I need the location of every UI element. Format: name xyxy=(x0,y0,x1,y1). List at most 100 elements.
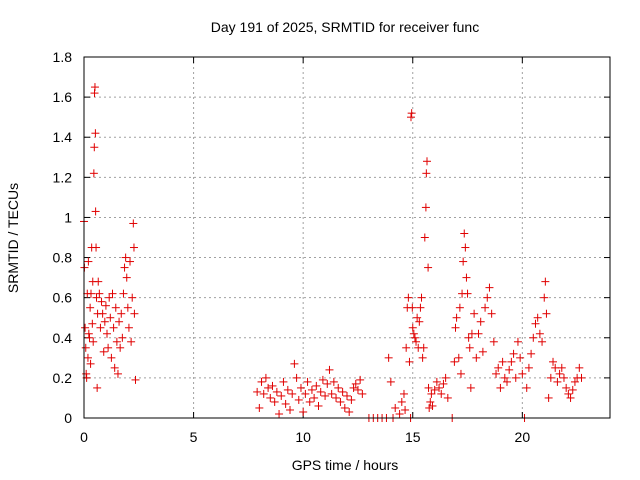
x-tick-label: 15 xyxy=(405,429,421,445)
data-point xyxy=(329,377,338,386)
y-tick-label: 0.4 xyxy=(53,330,73,346)
data-point xyxy=(399,389,408,398)
data-point xyxy=(279,377,288,386)
data-point xyxy=(268,381,277,390)
data-point xyxy=(566,393,575,402)
data-point xyxy=(533,313,542,322)
data-point xyxy=(544,393,553,402)
data-point xyxy=(128,293,137,302)
data-point xyxy=(568,385,577,394)
data-point xyxy=(118,333,127,342)
data-point xyxy=(115,317,124,326)
data-point xyxy=(407,109,416,118)
data-point xyxy=(123,303,132,312)
x-tick-label: 10 xyxy=(295,429,311,445)
data-point xyxy=(509,349,518,358)
data-point xyxy=(463,289,472,298)
data-point xyxy=(334,383,343,392)
data-point xyxy=(96,323,105,332)
data-point xyxy=(466,383,475,392)
data-point xyxy=(89,169,98,178)
data-point xyxy=(301,389,310,398)
data-point xyxy=(283,385,292,394)
data-point xyxy=(310,393,319,402)
data-point xyxy=(527,349,536,358)
data-point xyxy=(81,343,90,352)
data-point xyxy=(420,233,429,242)
data-point xyxy=(108,289,117,298)
data-point xyxy=(417,293,426,302)
data-point xyxy=(483,293,492,302)
data-point xyxy=(386,377,395,386)
data-point xyxy=(505,365,514,374)
data-point xyxy=(343,391,351,400)
data-point xyxy=(516,353,525,362)
data-point xyxy=(117,309,126,318)
data-point xyxy=(332,393,341,402)
data-point xyxy=(358,389,367,398)
data-point xyxy=(93,383,102,392)
y-tick-label: 1 xyxy=(64,209,72,225)
data-point xyxy=(95,289,104,298)
data-point xyxy=(119,289,128,298)
data-point xyxy=(397,397,406,406)
data-point xyxy=(553,377,562,386)
data-point xyxy=(426,397,435,406)
data-point xyxy=(127,337,136,346)
data-point xyxy=(277,391,286,400)
data-point xyxy=(487,309,496,318)
data-point xyxy=(549,357,558,366)
data-point xyxy=(353,385,362,394)
data-point xyxy=(338,387,347,396)
data-point xyxy=(105,293,114,302)
data-point xyxy=(106,313,115,322)
data-point xyxy=(97,297,106,306)
data-point xyxy=(535,329,544,338)
data-point xyxy=(575,363,584,372)
data-point xyxy=(321,391,330,400)
data-point xyxy=(91,207,100,216)
data-point xyxy=(408,323,417,332)
data-point xyxy=(109,323,118,332)
data-point xyxy=(462,273,471,282)
data-point xyxy=(494,363,503,372)
data-point xyxy=(86,359,95,368)
data-point xyxy=(454,353,463,362)
data-point xyxy=(272,387,281,396)
data-point xyxy=(422,157,431,166)
data-point xyxy=(518,369,527,378)
x-tick-label: 0 xyxy=(80,429,88,445)
data-point xyxy=(443,393,452,402)
x-axis-label: GPS time / hours xyxy=(292,457,399,473)
data-point xyxy=(459,257,468,266)
data-point xyxy=(538,337,547,346)
data-point xyxy=(255,403,264,412)
data-point xyxy=(555,369,564,378)
data-point xyxy=(542,309,551,318)
data-point xyxy=(465,343,474,352)
data-point xyxy=(264,383,273,392)
data-point xyxy=(474,329,483,338)
data-point xyxy=(404,293,413,302)
data-point xyxy=(126,257,135,266)
data-point xyxy=(275,409,284,418)
data-point xyxy=(85,333,94,342)
data-point xyxy=(130,309,139,318)
data-point xyxy=(345,407,354,416)
data-point xyxy=(419,343,428,352)
data-point xyxy=(129,219,138,228)
data-point xyxy=(121,253,130,262)
data-point xyxy=(89,337,98,346)
chart-title: Day 191 of 2025, SRMTID for receiver fun… xyxy=(211,19,479,35)
data-point xyxy=(316,387,325,396)
data-point xyxy=(94,277,103,286)
data-point xyxy=(131,375,140,384)
y-axis-label: SRMTID / TECUs xyxy=(5,183,21,293)
x-tick-label: 5 xyxy=(190,429,198,445)
data-point xyxy=(356,375,365,384)
data-point xyxy=(427,389,436,398)
data-point xyxy=(110,363,119,372)
data-point xyxy=(422,169,431,178)
data-point xyxy=(424,263,433,272)
data-point xyxy=(122,273,131,282)
